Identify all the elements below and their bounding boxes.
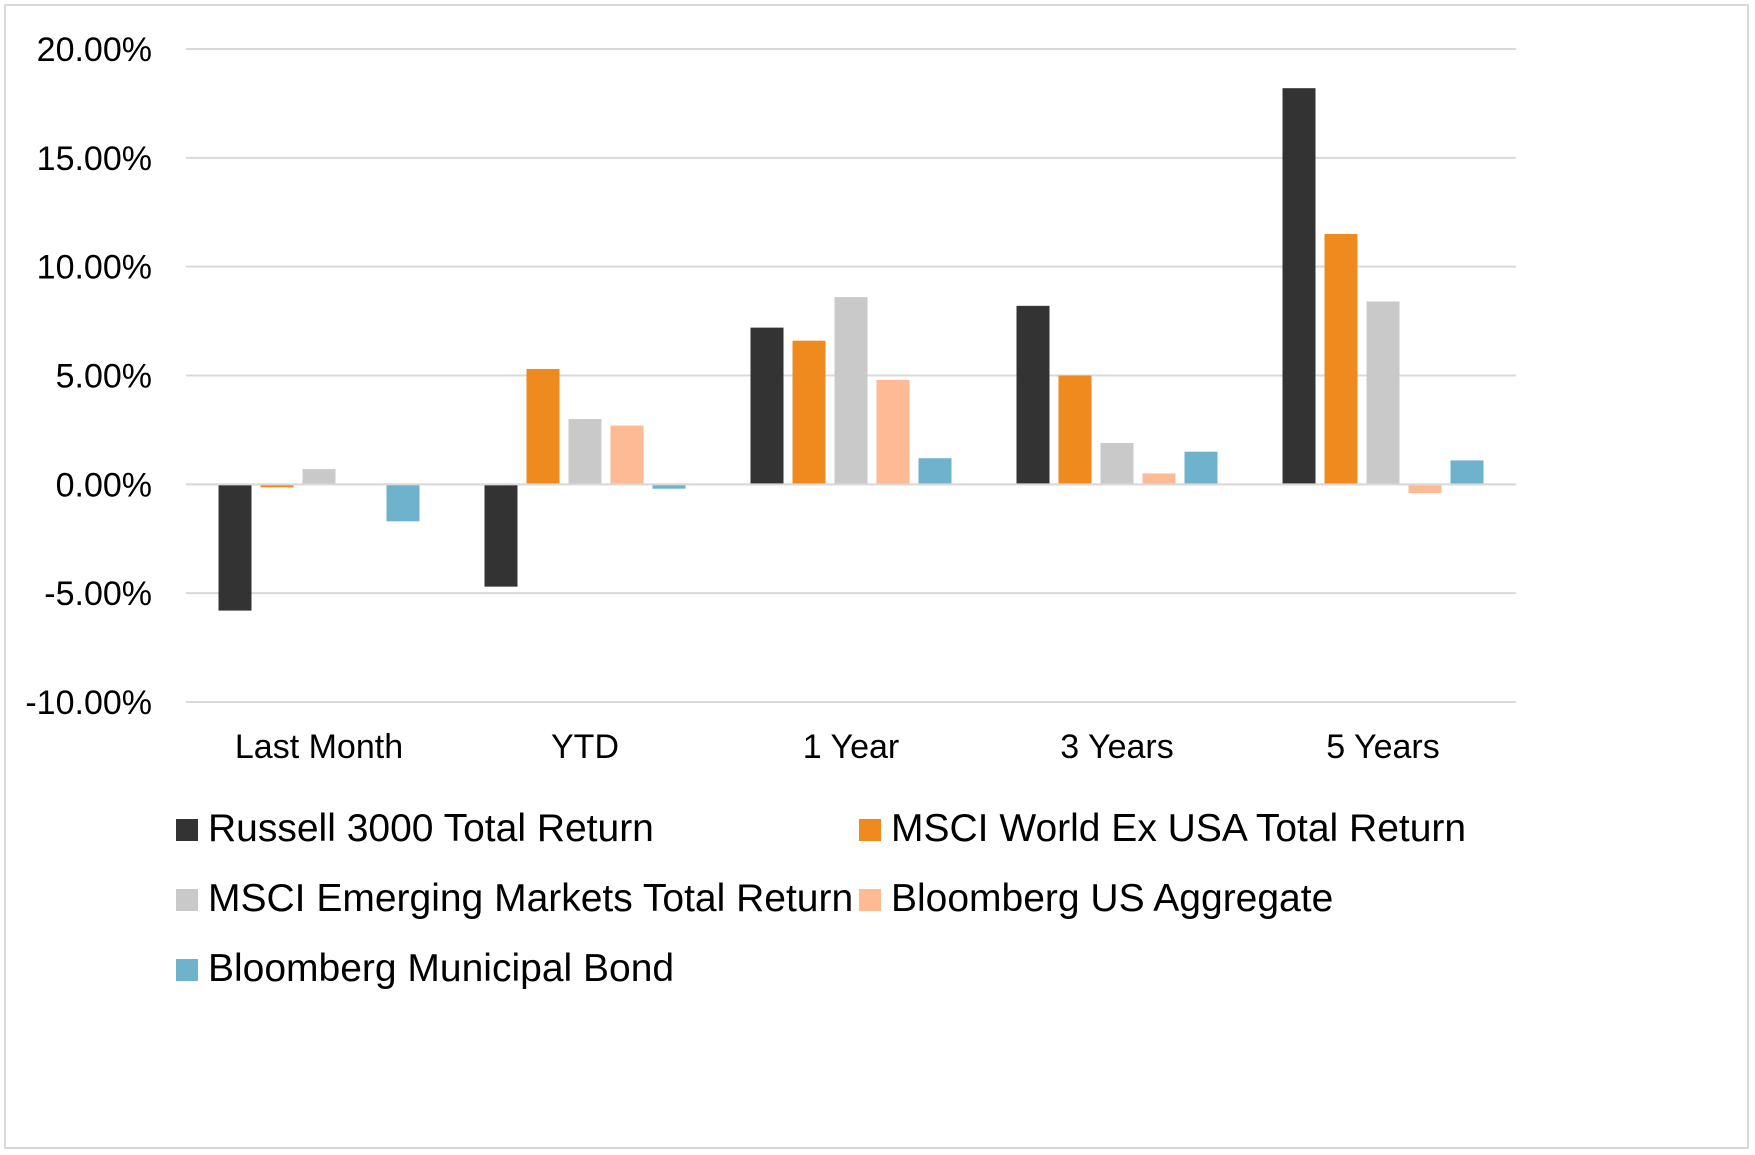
bar bbox=[1100, 442, 1134, 485]
bar bbox=[1058, 375, 1092, 485]
bars bbox=[218, 88, 1484, 611]
bar bbox=[1408, 484, 1442, 494]
legend-swatch bbox=[176, 889, 198, 911]
legend-label: Russell 3000 Total Return bbox=[208, 807, 654, 850]
bar bbox=[568, 419, 602, 485]
bar bbox=[918, 458, 952, 485]
bar bbox=[1184, 451, 1218, 485]
bar bbox=[484, 484, 518, 587]
bar bbox=[792, 340, 826, 485]
x-tick-label: YTD bbox=[551, 728, 619, 766]
bar bbox=[302, 469, 336, 485]
bar bbox=[834, 297, 868, 485]
bar bbox=[1142, 473, 1176, 485]
bar-chart: 20.00% 15.00% 10.00% 5.00% 0.00% -5.00% -10.00… bbox=[25, 31, 1516, 990]
legend-swatch bbox=[176, 959, 198, 981]
y-tick-label: 20.00% bbox=[37, 31, 152, 69]
bar bbox=[386, 484, 420, 522]
bar bbox=[526, 368, 560, 485]
y-tick-label: 5.00% bbox=[56, 358, 152, 396]
y-tick-label: 15.00% bbox=[37, 140, 152, 178]
x-tick-label: 5 Years bbox=[1326, 728, 1439, 766]
y-axis: 20.00% 15.00% 10.00% 5.00% 0.00% -5.00% -10.00… bbox=[25, 31, 152, 722]
y-tick-label: 10.00% bbox=[37, 249, 152, 287]
x-tick-label: Last Month bbox=[235, 728, 403, 766]
bar bbox=[750, 327, 784, 485]
bar bbox=[876, 379, 910, 485]
bar bbox=[1324, 234, 1358, 485]
x-tick-label: 3 Years bbox=[1060, 728, 1173, 766]
legend-swatch bbox=[176, 819, 198, 841]
legend-label: Bloomberg Municipal Bond bbox=[208, 947, 674, 990]
legend-swatch bbox=[859, 889, 881, 911]
y-tick-label: -10.00% bbox=[25, 684, 152, 722]
x-tick-label: 1 Year bbox=[803, 728, 899, 766]
bar bbox=[1016, 305, 1050, 485]
bar bbox=[652, 484, 686, 489]
bar bbox=[610, 425, 644, 485]
legend-swatch bbox=[859, 819, 881, 841]
legend-label: MSCI Emerging Markets Total Return bbox=[208, 877, 853, 920]
legend-label: MSCI World Ex USA Total Return bbox=[891, 807, 1466, 850]
legend-label: Bloomberg US Aggregate bbox=[891, 877, 1333, 920]
y-tick-label: 0.00% bbox=[56, 466, 152, 504]
bar bbox=[1366, 301, 1400, 485]
bar bbox=[1282, 88, 1316, 485]
legend: Russell 3000 Total Return MSCI World Ex U… bbox=[176, 807, 1466, 990]
chart-frame: 20.00% 15.00% 10.00% 5.00% 0.00% -5.00% -10.00… bbox=[4, 4, 1749, 1149]
y-tick-label: -5.00% bbox=[44, 575, 152, 613]
x-axis: Last Month YTD 1 Year 3 Years 5 Years bbox=[186, 483, 1516, 766]
bar bbox=[1450, 460, 1484, 485]
bar bbox=[260, 484, 294, 488]
bar bbox=[218, 484, 252, 611]
